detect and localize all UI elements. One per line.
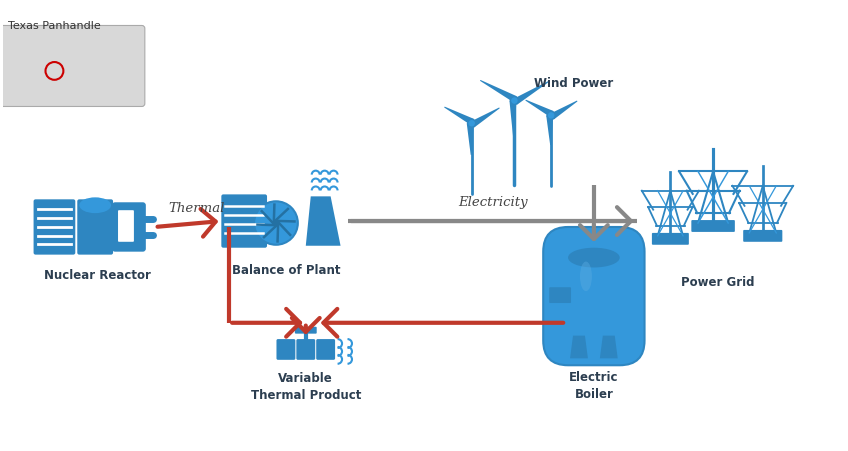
FancyBboxPatch shape (221, 195, 267, 248)
FancyBboxPatch shape (544, 227, 644, 365)
FancyBboxPatch shape (550, 288, 571, 304)
Text: Texas Panhandle: Texas Panhandle (8, 20, 101, 31)
Text: Thermal: Thermal (168, 202, 225, 215)
Polygon shape (306, 197, 341, 246)
Text: Electricity: Electricity (458, 196, 527, 209)
FancyBboxPatch shape (0, 27, 145, 107)
Polygon shape (471, 108, 499, 128)
Text: Electric
Boiler: Electric Boiler (569, 370, 619, 400)
Polygon shape (513, 82, 550, 106)
Circle shape (468, 120, 476, 128)
FancyBboxPatch shape (34, 200, 75, 255)
Ellipse shape (568, 248, 620, 268)
Circle shape (254, 202, 298, 245)
Ellipse shape (79, 198, 111, 214)
FancyBboxPatch shape (652, 233, 689, 245)
Polygon shape (510, 101, 516, 141)
Polygon shape (600, 336, 617, 359)
Ellipse shape (580, 262, 592, 291)
FancyBboxPatch shape (743, 230, 783, 242)
Circle shape (273, 221, 279, 226)
Text: Wind Power: Wind Power (534, 77, 614, 90)
Polygon shape (480, 81, 517, 103)
Polygon shape (526, 101, 554, 118)
FancyBboxPatch shape (77, 200, 113, 255)
FancyBboxPatch shape (118, 211, 134, 242)
FancyBboxPatch shape (276, 339, 295, 360)
Circle shape (547, 112, 555, 120)
FancyBboxPatch shape (296, 339, 315, 360)
Text: Balance of Plant: Balance of Plant (232, 263, 340, 276)
Polygon shape (570, 336, 588, 359)
FancyBboxPatch shape (112, 203, 146, 252)
Circle shape (510, 97, 518, 105)
Polygon shape (546, 116, 553, 146)
Text: Nuclear Reactor: Nuclear Reactor (44, 269, 151, 282)
FancyBboxPatch shape (316, 339, 335, 360)
FancyBboxPatch shape (691, 221, 735, 232)
Polygon shape (444, 107, 474, 126)
Polygon shape (550, 101, 577, 120)
Text: Power Grid: Power Grid (681, 276, 755, 289)
Text: Variable
Thermal Product: Variable Thermal Product (251, 371, 361, 401)
Polygon shape (127, 29, 142, 57)
FancyBboxPatch shape (295, 327, 316, 334)
Polygon shape (466, 124, 474, 156)
